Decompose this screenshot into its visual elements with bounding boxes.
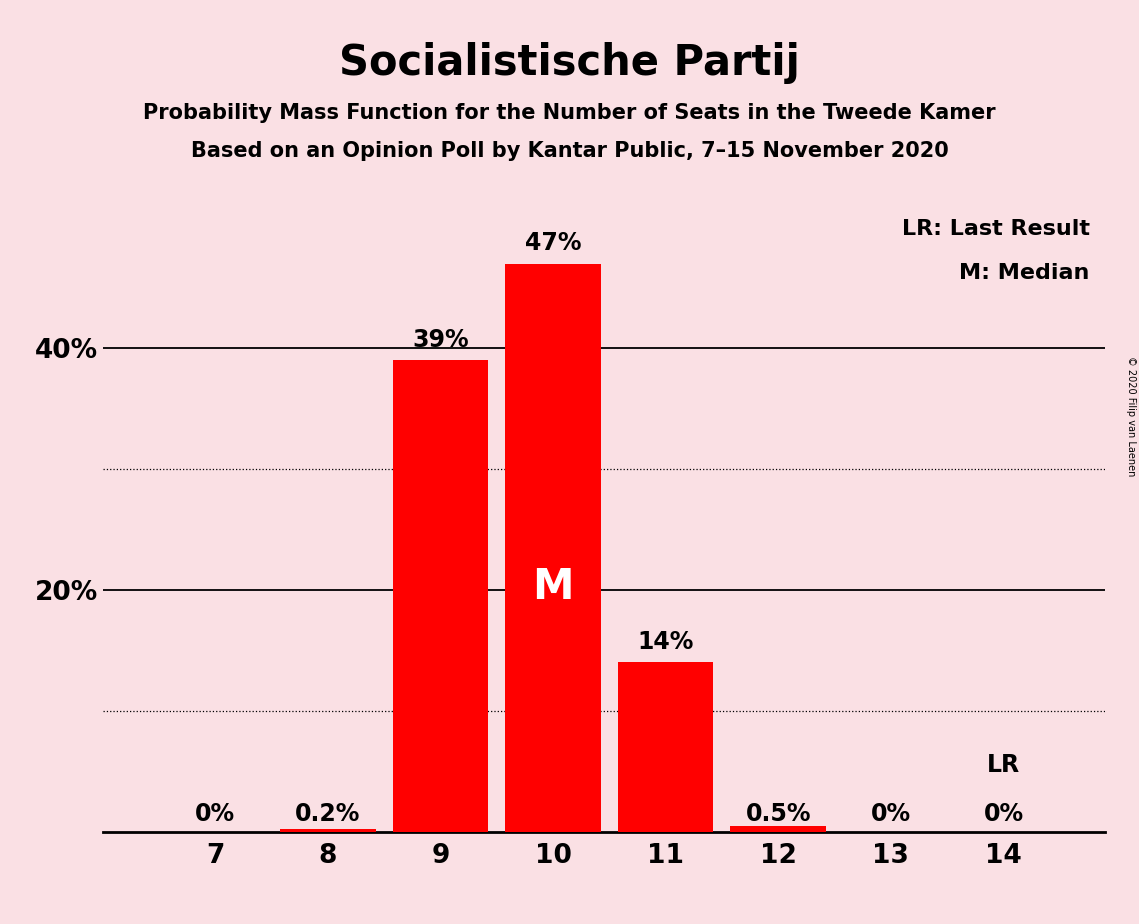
Text: 0%: 0% bbox=[195, 801, 235, 825]
Text: M: M bbox=[532, 566, 574, 608]
Text: 47%: 47% bbox=[525, 231, 581, 255]
Bar bbox=[617, 663, 713, 832]
Bar bbox=[280, 829, 376, 832]
Bar bbox=[730, 825, 826, 832]
Text: 39%: 39% bbox=[412, 328, 468, 352]
Bar bbox=[393, 360, 489, 832]
Text: 0.2%: 0.2% bbox=[295, 801, 360, 825]
Text: 14%: 14% bbox=[638, 630, 694, 654]
Text: Probability Mass Function for the Number of Seats in the Tweede Kamer: Probability Mass Function for the Number… bbox=[144, 103, 995, 124]
Text: Based on an Opinion Poll by Kantar Public, 7–15 November 2020: Based on an Opinion Poll by Kantar Publi… bbox=[190, 141, 949, 162]
Text: LR: Last Result: LR: Last Result bbox=[902, 219, 1090, 239]
Text: 0%: 0% bbox=[871, 801, 911, 825]
Text: 0.5%: 0.5% bbox=[746, 801, 811, 825]
Text: 0%: 0% bbox=[983, 801, 1024, 825]
Text: © 2020 Filip van Laenen: © 2020 Filip van Laenen bbox=[1126, 356, 1136, 476]
Text: LR: LR bbox=[986, 753, 1021, 777]
Bar bbox=[505, 263, 601, 832]
Text: Socialistische Partij: Socialistische Partij bbox=[339, 42, 800, 83]
Text: M: Median: M: Median bbox=[959, 263, 1090, 283]
